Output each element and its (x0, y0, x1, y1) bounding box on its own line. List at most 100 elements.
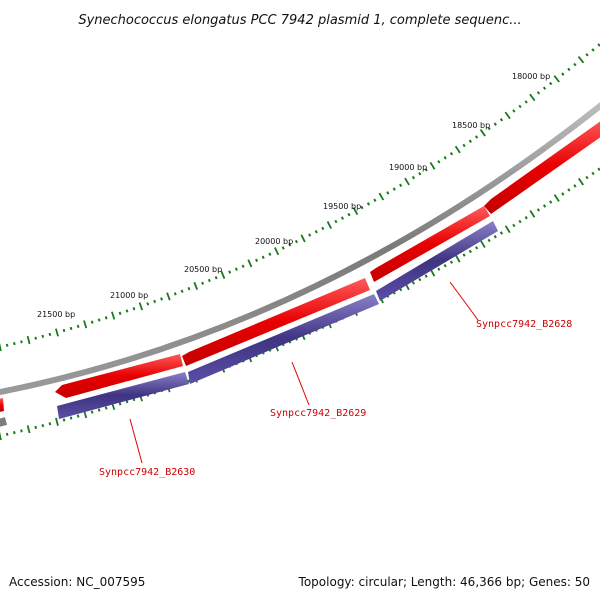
inner-ring-minor-tick (536, 208, 541, 212)
inner-ring-minor-tick (13, 431, 16, 435)
inner-ring-minor-tick (475, 246, 479, 250)
red-feature-1[interactable] (55, 354, 183, 398)
outer-ring-major-tick (429, 161, 436, 170)
outer-ring-minor-tick (499, 118, 504, 122)
red-feature-4[interactable] (484, 118, 600, 214)
outer-ring-minor-tick (591, 48, 595, 52)
outer-tick-ring (0, 43, 600, 352)
backbone-arc-lower (0, 417, 8, 427)
outer-ring-minor-tick (261, 255, 265, 259)
inner-ring-major-tick (553, 194, 560, 202)
outer-ring-major-tick (111, 311, 116, 320)
outer-ring-minor-tick (468, 139, 472, 143)
outer-ring-minor-tick (268, 252, 272, 256)
inner-ring-major-tick (577, 177, 584, 186)
outer-ring-major-tick (577, 56, 585, 64)
inner-ring-major-tick (26, 425, 31, 434)
inner-ring-major-tick (0, 431, 2, 441)
inner-ring-minor-tick (104, 406, 108, 410)
inner-ring-major-tick (480, 240, 486, 249)
tick-label-21500: 21500 bp (37, 310, 75, 319)
outer-ring-minor-tick (20, 340, 23, 344)
outer-ring-major-tick (193, 281, 199, 291)
inner-ring-minor-tick (76, 414, 80, 418)
inner-ring-major-tick (529, 209, 536, 218)
cds-bar-b2629[interactable] (188, 294, 379, 384)
outer-ring-minor-tick (443, 156, 447, 160)
outer-ring-minor-tick (125, 309, 129, 313)
outer-ring-minor-tick (34, 336, 38, 340)
tick-label-18500: 18500 bp (452, 121, 490, 130)
outer-ring-minor-tick (561, 72, 565, 76)
red-feature-2[interactable] (182, 278, 370, 366)
outer-ring-major-tick (300, 234, 306, 243)
tick-label-20500: 20500 bp (184, 265, 222, 274)
inner-ring-minor-tick (97, 408, 101, 412)
outer-ring-minor-tick (241, 264, 245, 268)
inner-ring-minor-tick (591, 171, 595, 176)
outer-ring-minor-tick (5, 343, 9, 347)
red-feature-small-left[interactable] (0, 398, 4, 413)
inner-ring-minor-tick (411, 281, 415, 285)
inner-ring-minor-tick (5, 432, 9, 436)
inner-ring-minor-tick (493, 235, 497, 239)
outer-ring-minor-tick (567, 67, 571, 72)
outer-ring-major-tick (454, 145, 461, 154)
outer-ring-major-tick (479, 128, 486, 137)
outer-ring-major-tick (326, 221, 333, 229)
outer-ring-major-tick (553, 75, 560, 83)
gene-label-b2630[interactable]: Synpcc7942_B2630 (99, 467, 195, 478)
outer-ring-minor-tick (132, 307, 136, 311)
outer-ring-major-tick (404, 177, 410, 186)
inner-ring-minor-tick (573, 184, 577, 188)
outer-ring-minor-tick (173, 292, 177, 296)
outer-ring-minor-tick (386, 191, 390, 195)
outer-ring-major-tick (220, 270, 226, 279)
outer-ring-major-tick (504, 111, 511, 120)
outer-ring-minor-tick (512, 109, 516, 113)
inner-ring-major-tick (55, 417, 59, 426)
inner-ring-minor-tick (468, 249, 472, 254)
outer-ring-minor-tick (392, 187, 396, 191)
inner-ring-minor-tick (487, 238, 491, 243)
outer-ring-major-tick (83, 320, 88, 329)
cds-bar-b2628[interactable] (376, 221, 498, 301)
inner-ring-minor-tick (187, 379, 191, 383)
outer-ring-minor-tick (69, 326, 73, 331)
gene-labels: Synpcc7942_B2628 Synpcc7942_B2629 Synpcc… (99, 319, 572, 478)
outer-ring-major-tick (247, 259, 253, 268)
leader-b2630 (129, 418, 143, 464)
outer-ring-minor-tick (437, 160, 441, 164)
backbone-arc (0, 102, 600, 396)
outer-ring-major-tick (138, 302, 144, 311)
outer-ring-minor-tick (347, 212, 351, 217)
outer-ring-minor-tick (228, 270, 232, 274)
outer-ring-minor-tick (449, 151, 454, 156)
outer-ring-minor-tick (13, 341, 16, 346)
gene-label-b2628[interactable]: Synpcc7942_B2628 (476, 319, 572, 330)
tick-label-19500: 19500 bp (323, 202, 361, 211)
inner-ring-minor-tick (443, 264, 447, 268)
topology-summary: Topology: circular; Length: 46,366 bp; G… (298, 575, 590, 589)
inner-ring-minor-tick (424, 274, 428, 278)
outer-ring-minor-tick (340, 216, 344, 220)
inner-ring-minor-tick (462, 253, 466, 257)
red-feature-3[interactable] (370, 206, 490, 282)
inner-ring-minor-tick (34, 425, 38, 429)
inner-ring-minor-tick (449, 260, 454, 264)
tick-label-18000: 18000 bp (512, 72, 550, 81)
inner-ring-minor-tick (418, 277, 422, 282)
outer-ring-minor-tick (207, 278, 211, 283)
outer-ring-major-tick (352, 207, 359, 216)
inner-ring-minor-tick (518, 219, 522, 224)
outer-ring-minor-tick (234, 267, 238, 271)
gene-label-b2629[interactable]: Synpcc7942_B2629 (270, 408, 366, 419)
tick-label-19000: 19000 bp (389, 163, 427, 172)
outer-ring-minor-tick (187, 286, 191, 291)
accession-text: Accession: NC_007595 (9, 575, 145, 589)
outer-ring-minor-tick (474, 135, 479, 139)
cds-bar-b2630[interactable] (57, 372, 189, 419)
outer-ring-minor-tick (48, 332, 52, 337)
outer-ring-minor-tick (493, 122, 497, 126)
